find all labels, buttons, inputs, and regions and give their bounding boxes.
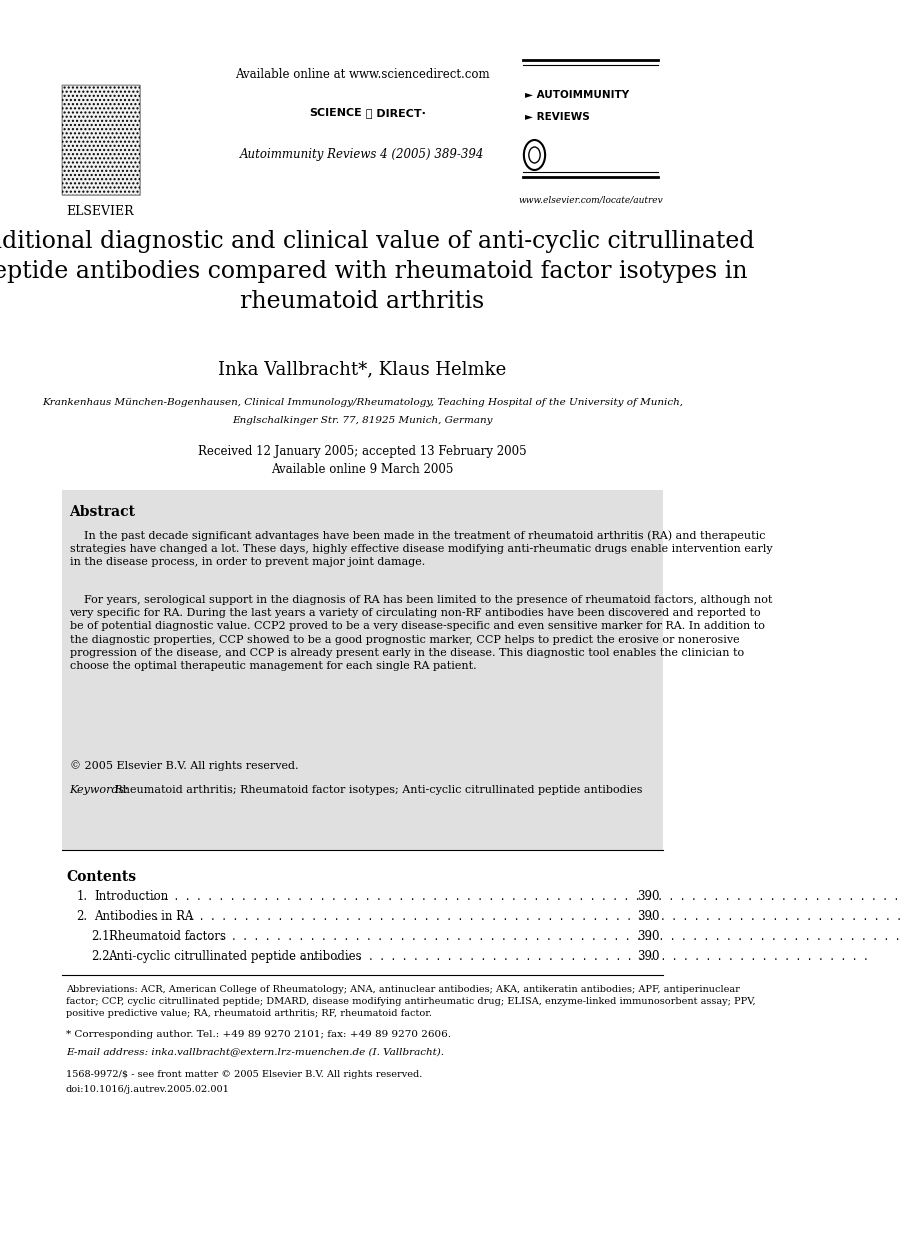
Text: 2.1.: 2.1. [91,930,113,943]
Text: Abbreviations: ACR, American College of Rheumatology; ANA, antinuclear antibodie: Abbreviations: ACR, American College of … [66,985,756,1018]
Text: 390: 390 [637,950,659,963]
Bar [63,85,141,196]
Text: Received 12 January 2005; accepted 13 February 2005: Received 12 January 2005; accepted 13 Fe… [198,444,527,458]
Text: 2.2.: 2.2. [91,950,113,963]
Text: Autoimmunity Reviews 4 (2005) 389-394: Autoimmunity Reviews 4 (2005) 389-394 [240,149,484,161]
Text: In the past decade significant advantages have been made in the treatment of rhe: In the past decade significant advantage… [70,530,772,567]
Text: www.elsevier.com/locate/autrev: www.elsevier.com/locate/autrev [518,196,663,204]
Text: SCIENCE: SCIENCE [309,108,362,118]
Text: For years, serological support in the diagnosis of RA has been limited to the pr: For years, serological support in the di… [70,595,772,671]
Bar [63,85,141,196]
Text: Rheumatoid factors: Rheumatoid factors [109,930,226,943]
Text: Inka Vallbracht*, Klaus Helmke: Inka Vallbracht*, Klaus Helmke [218,360,506,378]
Text: 390: 390 [637,890,659,903]
Text: Krankenhaus München-Bogenhausen, Clinical Immunology/Rheumatology, Teaching Hosp: Krankenhaus München-Bogenhausen, Clinica… [42,397,683,407]
Text: Keywords:: Keywords: [70,785,129,795]
Text: 2.: 2. [76,910,88,924]
Text: Available online 9 March 2005: Available online 9 March 2005 [271,463,454,475]
Text: ► REVIEWS: ► REVIEWS [525,111,590,123]
Text: Additional diagnostic and clinical value of anti-cyclic citrullinated
peptide an: Additional diagnostic and clinical value… [0,230,755,313]
Text: 1568-9972/$ - see front matter © 2005 Elsevier B.V. All rights reserved.: 1568-9972/$ - see front matter © 2005 El… [66,1070,423,1080]
Text: doi:10.1016/j.autrev.2005.02.001: doi:10.1016/j.autrev.2005.02.001 [66,1084,229,1094]
Text: Available online at www.sciencedirect.com: Available online at www.sciencedirect.co… [235,68,490,80]
Text: .  .  .  .  .  .  .  .  .  .  .  .  .  .  .  .  .  .  .  .  .  .  .  .  .  .  . : . . . . . . . . . . . . . . . . . . . . … [265,950,872,963]
Text: * Corresponding author. Tel.: +49 89 9270 2101; fax: +49 89 9270 2606.: * Corresponding author. Tel.: +49 89 927… [66,1030,451,1039]
Text: Abstract: Abstract [70,505,135,519]
Bar [63,490,663,851]
Text: Rheumatoid arthritis; Rheumatoid factor isotypes; Anti-cyclic citrullinated pept: Rheumatoid arthritis; Rheumatoid factor … [111,785,642,795]
Text: .  .  .  .  .  .  .  .  .  .  .  .  .  .  .  .  .  .  .  .  .  .  .  .  .  .  . : . . . . . . . . . . . . . . . . . . . . … [172,930,907,943]
Text: ELSEVIER: ELSEVIER [66,206,134,218]
Text: ⓐ DIRECT·: ⓐ DIRECT· [362,108,426,118]
Text: .  .  .  .  .  .  .  .  .  .  .  .  .  .  .  .  .  .  .  .  .  .  .  .  .  .  . : . . . . . . . . . . . . . . . . . . . . … [137,890,907,903]
Text: 1.: 1. [76,890,88,903]
Text: .  .  .  .  .  .  .  .  .  .  .  .  .  .  .  .  .  .  .  .  .  .  .  .  .  .  . : . . . . . . . . . . . . . . . . . . . . … [151,910,907,924]
Text: Introduction: Introduction [94,890,169,903]
Text: Contents: Contents [66,870,136,884]
Text: Anti-cyclic citrullinated peptide antibodies: Anti-cyclic citrullinated peptide antibo… [109,950,362,963]
Text: ► AUTOIMMUNITY: ► AUTOIMMUNITY [525,90,629,100]
Text: Antibodies in RA: Antibodies in RA [94,910,194,924]
Text: E-mail address: inka.vallbracht@extern.lrz-muenchen.de (I. Vallbracht).: E-mail address: inka.vallbracht@extern.l… [66,1047,444,1056]
Text: 390: 390 [637,930,659,943]
Text: 390: 390 [637,910,659,924]
Text: © 2005 Elsevier B.V. All rights reserved.: © 2005 Elsevier B.V. All rights reserved… [70,760,298,771]
Text: Englschalkinger Str. 77, 81925 Munich, Germany: Englschalkinger Str. 77, 81925 Munich, G… [232,416,493,425]
